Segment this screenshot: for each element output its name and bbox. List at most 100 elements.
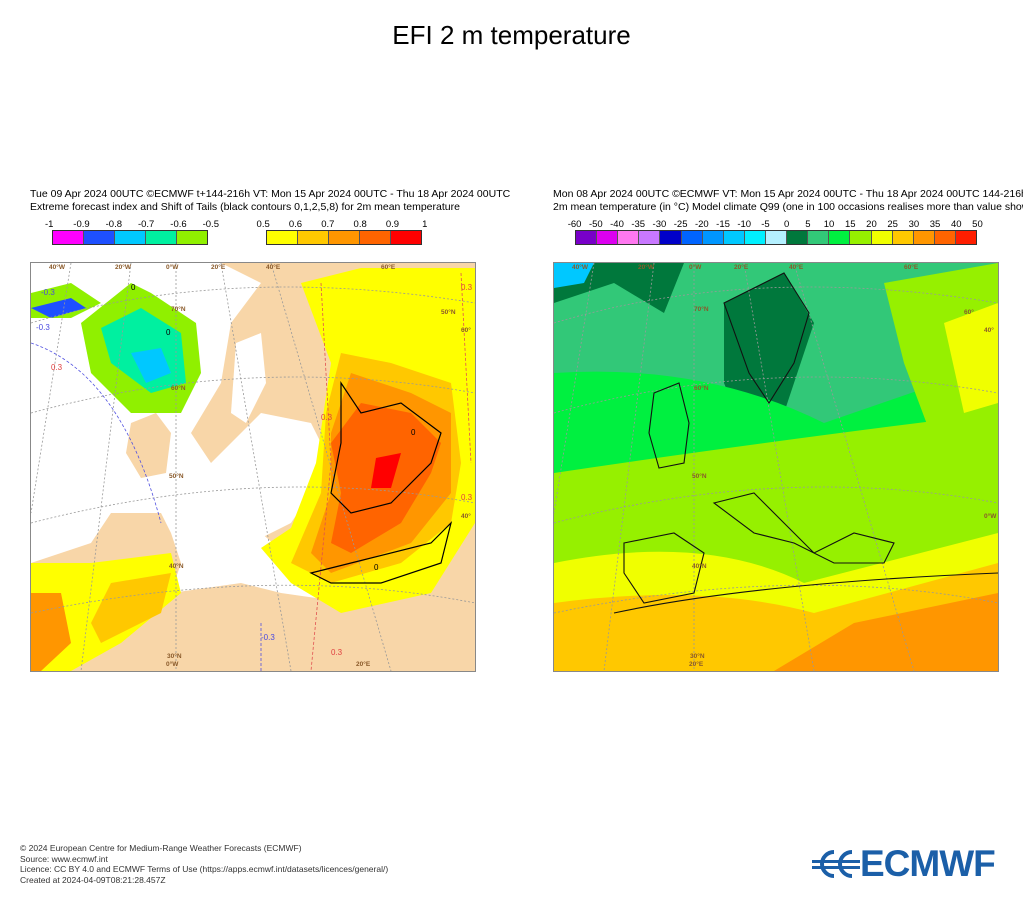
temp-tick-label: 35 <box>929 219 941 230</box>
temp-swatch <box>702 231 724 244</box>
temp-tick-label: -30 <box>652 219 667 230</box>
efi-pos-tick-label: 1 <box>422 219 428 230</box>
efi-neg-tick-label: -0.8 <box>105 219 122 230</box>
contour-label: 0.3 <box>321 413 333 422</box>
efi-pos-swatch <box>360 231 391 244</box>
temp-tick-label: 20 <box>866 219 877 230</box>
efi-pos-tick-label: 0.8 <box>353 219 367 230</box>
graticule-label: 40°N <box>692 563 707 570</box>
efi-neg-swatch <box>53 231 84 244</box>
efi-neg-swatch <box>177 231 207 244</box>
efi-neg-tick-label: -1 <box>44 219 54 230</box>
temp-tick-label: 25 <box>887 219 898 230</box>
temp-tick-label: -60 <box>567 219 582 230</box>
efi-pos-swatch <box>329 231 360 244</box>
temp-tick-label: 30 <box>908 219 920 230</box>
contour-label: 0 <box>131 283 136 292</box>
footer-credits: © 2024 European Centre for Medium-Range … <box>20 843 388 885</box>
graticule-label: 40°E <box>266 264 281 271</box>
efi-pos-tick-label: 0.6 <box>288 219 303 230</box>
graticule-label: 50°N <box>169 473 184 480</box>
ecmwf-logo: ECMWF <box>812 843 996 885</box>
temp-swatch <box>913 231 935 244</box>
temp-swatch <box>955 231 977 244</box>
temp-tick-label: -35 <box>631 219 646 230</box>
efi-pos-swatch <box>298 231 329 244</box>
temp-tick-label: 40 <box>950 219 962 230</box>
temp-swatch <box>829 231 851 244</box>
efi-neg-swatch <box>146 231 177 244</box>
efi-pos-swatch <box>267 231 298 244</box>
efi-positive-colorbar: 0.5 0.6 0.7 0.8 0.9 1 <box>257 219 429 245</box>
graticule-label: 20°E <box>689 661 704 668</box>
graticule-label: 40°W <box>49 264 65 271</box>
graticule-label: 60°N <box>171 385 186 392</box>
temperature-map: 40°W 20°W 0°W 20°E 40°E 60°E 70°N 60°N 50°N 40°N 3… <box>553 262 999 672</box>
temp-tick-label: 50 <box>972 219 983 230</box>
efi-neg-tick-label: -0.7 <box>137 219 155 230</box>
graticule-label: 20°W <box>115 264 131 271</box>
temp-tick-label: -20 <box>694 219 709 230</box>
efi-neg-swatch <box>115 231 146 244</box>
temp-swatch <box>765 231 788 244</box>
temp-swatch <box>681 231 703 244</box>
temp-swatch <box>660 231 682 244</box>
temp-swatch <box>744 231 766 244</box>
temp-swatch <box>639 231 661 244</box>
temp-swatch <box>597 231 619 244</box>
temp-tick-label: 5 <box>805 219 811 230</box>
graticule-label: 20°E <box>734 264 749 271</box>
efi-pos-tick-label: 0.9 <box>385 219 400 230</box>
contour-label: 0 <box>374 563 379 572</box>
graticule-label: 30°N <box>167 653 182 660</box>
graticule-label: 60°E <box>381 264 396 271</box>
contour-label: 0.3 <box>461 283 473 292</box>
graticule-label: 20°E <box>211 264 226 271</box>
graticule-label: 50°N <box>692 473 707 480</box>
efi-neg-tick-label: -0.9 <box>73 219 90 230</box>
temp-tick-label: -40 <box>610 219 624 230</box>
temp-swatch <box>934 231 956 244</box>
temp-tick-label: -50 <box>588 219 603 230</box>
graticule-label: 60° <box>461 327 471 334</box>
temp-swatch <box>808 231 830 244</box>
efi-negative-colorbar: -1 -0.9 -0.8 -0.7 -0.6 -0.5 <box>45 219 219 245</box>
temp-swatch <box>787 231 809 244</box>
right-header-line1: Mon 08 Apr 2024 00UTC ©ECMWF VT: Mon 15 … <box>553 188 1023 200</box>
left-header-line2: Extreme forecast index and Shift of Tail… <box>30 201 460 213</box>
ecmwf-logo-icon <box>812 850 860 878</box>
right-header: Mon 08 Apr 2024 00UTC ©ECMWF VT: Mon 15 … <box>553 188 1023 214</box>
temperature-colorbar: -60 -50 -40 -35 -30 -25 -20 -15 -10 -5 0 5 10 15 20 25 3… <box>567 219 985 245</box>
graticule-label: 40° <box>984 327 994 334</box>
temp-tick-label: -15 <box>716 219 730 230</box>
temperature-map-fields <box>554 263 998 671</box>
graticule-label: 70°N <box>171 306 186 313</box>
temp-swatch <box>871 231 893 244</box>
graticule-label: 0°W <box>166 661 179 668</box>
graticule-label: 30°N <box>690 653 705 660</box>
graticule-label: 0°W <box>984 513 997 520</box>
contour-label: 0.3 <box>461 493 473 502</box>
graticule-label: 60° <box>964 309 974 316</box>
footer-source: Source: www.ecmwf.int <box>20 853 108 864</box>
contour-label: 0 <box>411 428 416 437</box>
contour-label: 0 <box>166 328 171 337</box>
graticule-label: 60°N <box>694 385 709 392</box>
temp-swatch <box>850 231 872 244</box>
graticule-label: 40°W <box>572 264 588 271</box>
graticule-label: 50°N <box>441 309 456 316</box>
temp-tick-label: -10 <box>737 219 752 230</box>
graticule-label: 40°N <box>169 563 184 570</box>
graticule-label: 60°E <box>904 264 919 271</box>
graticule-label: 70°N <box>694 306 709 313</box>
temp-swatch <box>892 231 914 244</box>
temp-swatch <box>576 231 598 244</box>
left-header-line1: Tue 09 Apr 2024 00UTC ©ECMWF t+144-216h … <box>30 188 511 200</box>
graticule-label: 20°E <box>356 661 371 668</box>
contour-label: 0.3 <box>331 648 343 657</box>
footer-created: Created at 2024-04-09T08:21:28.457Z <box>20 874 166 885</box>
contour-label: 0.3 <box>51 363 63 372</box>
temp-tick-label: -5 <box>761 219 770 230</box>
temp-tick-label: 15 <box>844 219 856 230</box>
land-uk <box>126 413 171 478</box>
